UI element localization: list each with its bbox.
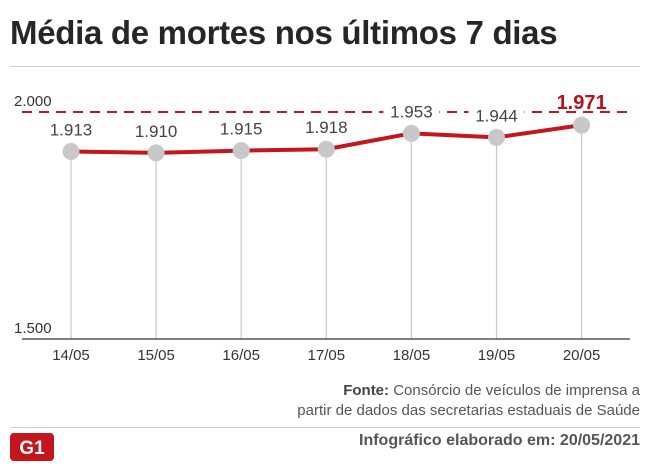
data-point-19/05 <box>488 128 505 146</box>
x-tick-label-16/05: 16/05 <box>222 347 260 364</box>
svg-text:G1: G1 <box>19 438 45 459</box>
line-chart: 1.913 1.910 1.915 1.918 1.953 1.944 1.971 1.50… <box>14 92 630 364</box>
footer-divider <box>10 427 640 428</box>
x-tick-label-15/05: 15/05 <box>137 347 175 364</box>
x-tick-label-19/05: 19/05 <box>478 347 516 364</box>
x-tick-label-20/05: 20/05 <box>563 347 601 364</box>
source-line-1: Fonte: Consórcio de veículos de imprensa… <box>343 382 640 399</box>
g1-logo: G1 <box>10 433 54 461</box>
data-label-18/05: 1.953 <box>390 102 433 121</box>
data-label-15/05: 1.910 <box>135 122 178 141</box>
source-line-2: partir de dados das secretarias estaduai… <box>297 402 640 419</box>
data-label-bg-19/05 <box>468 105 525 126</box>
source-label: Fonte: <box>343 382 390 399</box>
data-label-14/05: 1.913 <box>50 120 93 139</box>
data-point-17/05 <box>317 140 335 158</box>
x-tick-label-17/05: 17/05 <box>308 347 346 364</box>
data-point-20/05 <box>573 116 591 134</box>
data-point-18/05 <box>402 124 420 142</box>
y-tick-label-1.500: 1.500 <box>14 320 52 337</box>
source-text-1: Consórcio de veículos de imprensa a <box>393 382 640 399</box>
data-point-15/05 <box>147 144 165 162</box>
data-label-19/05: 1.944 <box>475 106 518 125</box>
data-point-16/05 <box>232 142 250 160</box>
y-tick-label-2.000: 2.000 <box>14 93 52 110</box>
x-tick-label-18/05: 18/05 <box>393 347 431 364</box>
data-point-14/05 <box>62 142 80 160</box>
data-label-16/05: 1.915 <box>220 120 263 139</box>
x-tick-label-14/05: 14/05 <box>52 347 90 364</box>
title-divider <box>10 66 640 67</box>
chart-title: Média de mortes nos últimos 7 dias <box>10 14 558 51</box>
data-label-20/05: 1.971 <box>557 92 607 114</box>
data-label-17/05: 1.918 <box>305 118 348 137</box>
data-label-bg-18/05 <box>383 101 440 122</box>
credit-text: Infográfico elaborado em: 20/05/2021 <box>359 432 640 449</box>
